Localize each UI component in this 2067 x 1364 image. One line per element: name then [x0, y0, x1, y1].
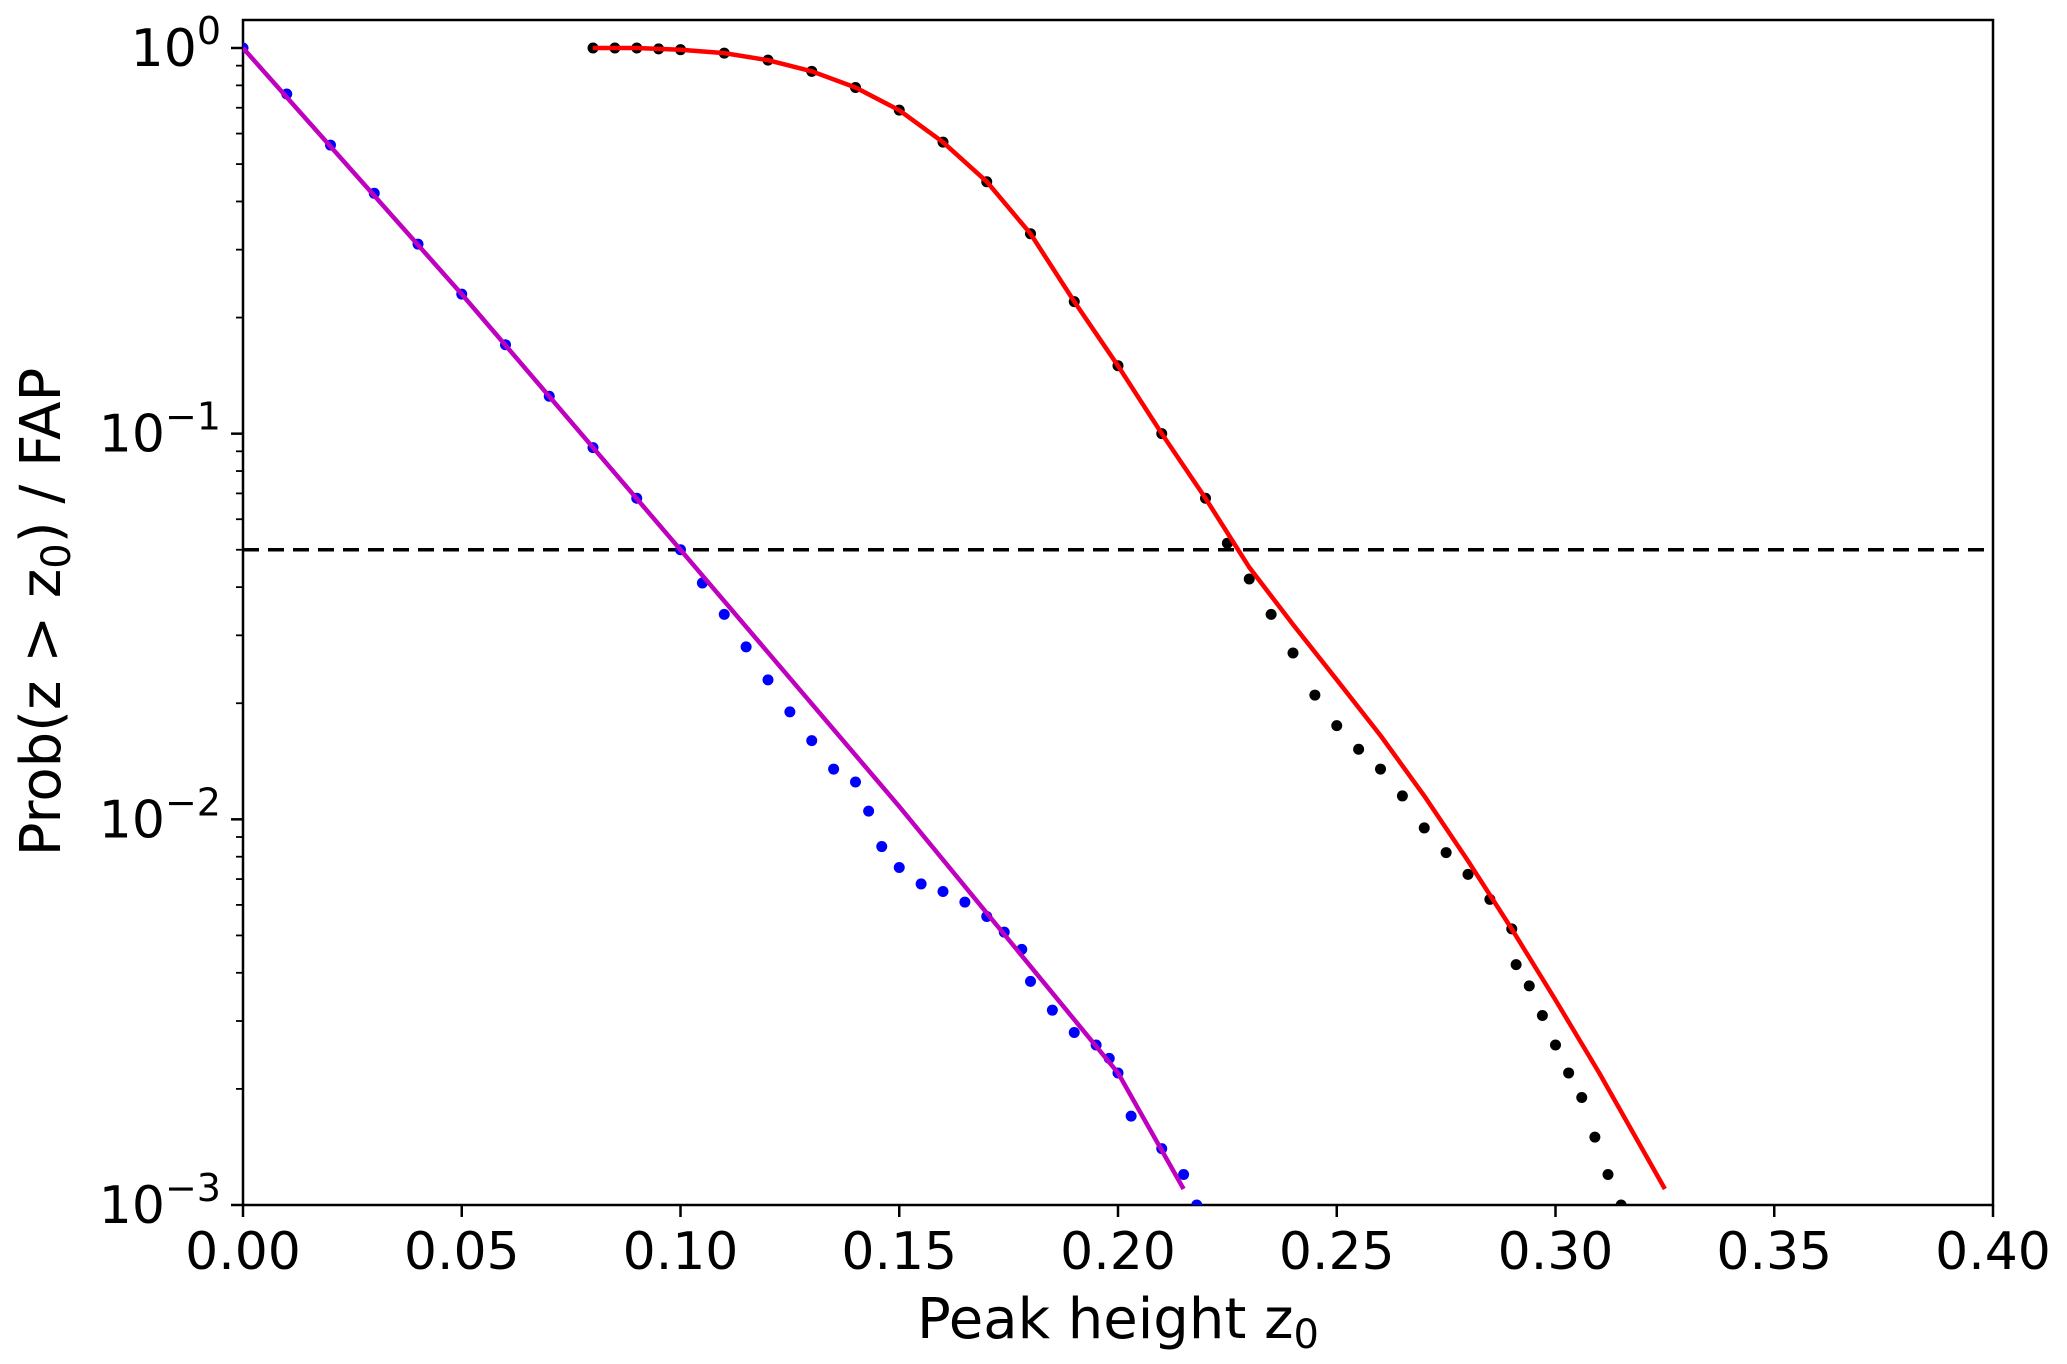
x-axis-ticks: 0.00 0.05 0.10 0.15 0.20 0.25 0.30 0.35 0.40 — [185, 1205, 2051, 1282]
data-point — [937, 885, 949, 897]
data-point — [828, 763, 840, 775]
data-point — [1287, 647, 1299, 659]
data-point — [1589, 1131, 1601, 1143]
series-1-fit-line — [243, 46, 1186, 1191]
x-tick-label: 0.20 — [1060, 1222, 1176, 1282]
series-2-points — [587, 42, 1627, 1205]
data-point — [784, 706, 796, 718]
data-point — [876, 841, 888, 853]
data-point — [1353, 743, 1365, 755]
data-point — [1309, 689, 1321, 701]
y-axis-ticks: 100 10−1 10−2 10−3 — [99, 9, 243, 1236]
series-3-fit-line — [593, 45, 1667, 1191]
data-point — [1243, 573, 1255, 585]
data-point — [1602, 1168, 1614, 1180]
data-point — [1068, 1027, 1080, 1039]
data-point — [1025, 975, 1036, 987]
x-tick-label: 0.00 — [185, 1222, 301, 1282]
data-point — [1191, 1199, 1203, 1205]
data-point — [1331, 720, 1343, 732]
data-point — [863, 805, 875, 817]
data-point — [1550, 1039, 1561, 1051]
y-tick-label: 100 — [131, 9, 221, 79]
data-point — [1125, 1110, 1137, 1122]
data-point — [718, 608, 730, 620]
data-point — [806, 735, 818, 747]
data-point — [740, 641, 752, 653]
x-tick-label: 0.05 — [404, 1222, 520, 1282]
data-point — [1418, 822, 1430, 834]
plot-frame — [241, 18, 1995, 1207]
x-tick-label: 0.10 — [623, 1222, 739, 1282]
data-point — [1536, 1009, 1548, 1021]
y-tick-label: 10−1 — [99, 395, 221, 465]
data-point — [1178, 1168, 1190, 1180]
data-point — [1265, 608, 1277, 620]
x-tick-label: 0.25 — [1279, 1222, 1395, 1282]
data-point — [959, 896, 971, 908]
data-point — [850, 776, 861, 788]
data-point — [1462, 868, 1474, 880]
data-point — [1440, 847, 1452, 859]
data-point — [1510, 959, 1522, 971]
data-point — [1615, 1199, 1627, 1205]
data-point — [1523, 980, 1535, 992]
data-point — [1375, 763, 1386, 775]
data-point — [1046, 1004, 1058, 1016]
data-point — [893, 862, 905, 874]
y-axis-label: Prob(z > z0) / FAP — [9, 368, 80, 856]
data-point — [762, 674, 774, 686]
x-tick-label: 0.30 — [1498, 1222, 1614, 1282]
data-point — [1576, 1091, 1588, 1103]
x-axis-label: Peak height z0 — [917, 1287, 1319, 1358]
y-tick-label: 10−3 — [99, 1166, 221, 1236]
x-tick-label: 0.15 — [841, 1222, 957, 1282]
data-point — [1396, 790, 1408, 802]
data-point — [915, 878, 927, 890]
x-tick-label: 0.35 — [1716, 1222, 1832, 1282]
x-tick-label: 0.40 — [1935, 1222, 2051, 1282]
y-tick-label: 10−2 — [99, 780, 221, 850]
data-point — [1563, 1067, 1575, 1079]
